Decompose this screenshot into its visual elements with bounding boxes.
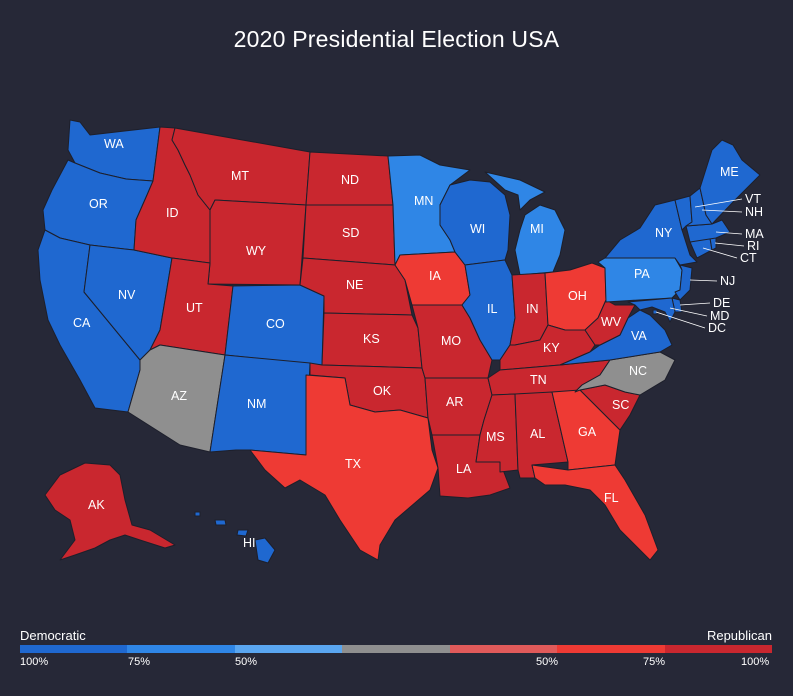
label-ky: KY <box>543 341 560 355</box>
label-id: ID <box>166 206 179 220</box>
label-me: ME <box>720 165 739 179</box>
label-nd: ND <box>341 173 359 187</box>
label-nc: NC <box>629 364 647 378</box>
label-la: LA <box>456 462 472 476</box>
state-md[interactable] <box>627 297 676 323</box>
legend-segment-dem-mid <box>127 645 235 653</box>
label-in: IN <box>526 302 539 316</box>
label-ok: OK <box>373 384 392 398</box>
leader-ma <box>715 231 743 235</box>
label-hi: HI <box>243 536 256 550</box>
leader-nh <box>701 209 743 213</box>
legend-segment-tossup <box>342 645 450 653</box>
leader-ct <box>702 247 738 259</box>
label-ri: RI <box>747 239 760 253</box>
label-tn: TN <box>530 373 547 387</box>
label-or: OR <box>89 197 108 211</box>
label-ga: GA <box>578 425 597 439</box>
label-mn: MN <box>414 194 433 208</box>
state-dc[interactable] <box>652 309 658 315</box>
leader-md <box>669 307 708 317</box>
label-ca: CA <box>73 316 91 330</box>
state-nc[interactable] <box>574 351 676 396</box>
label-ms: MS <box>486 430 505 444</box>
label-de: DE <box>713 296 730 310</box>
state-labels: WA OR CA NV ID MT WY UT AZ CO NM ND SD N… <box>73 137 764 550</box>
legend-segment-dem-light <box>234 645 343 653</box>
leader-vt <box>694 198 743 208</box>
legend-segment-dem-strong <box>20 645 128 653</box>
state-il[interactable] <box>461 259 516 361</box>
legend-tick-dem-75: 75% <box>128 656 151 668</box>
state-wv[interactable] <box>584 299 636 346</box>
legend-segment-rep-mid <box>557 645 665 653</box>
label-va: VA <box>631 329 647 343</box>
label-ks: KS <box>363 332 380 346</box>
legend-tick-rep-100: 100% <box>741 656 770 668</box>
state-mi[interactable] <box>484 171 566 276</box>
label-nm: NM <box>247 397 266 411</box>
legend-democratic-label: Democratic <box>20 628 86 643</box>
legend-color-scale <box>20 645 772 653</box>
label-ct: CT <box>740 251 757 265</box>
label-sc: SC <box>612 398 629 412</box>
state-wy[interactable] <box>207 199 307 286</box>
legend-segment-rep-light <box>449 645 558 653</box>
label-pa: PA <box>634 267 650 281</box>
leader-ri <box>714 242 745 247</box>
label-dc: DC <box>708 321 726 335</box>
legend-tick-rep-50: 50% <box>536 656 559 668</box>
label-md: MD <box>710 309 729 323</box>
label-oh: OH <box>568 289 587 303</box>
label-mt: MT <box>231 169 249 183</box>
label-ar: AR <box>446 395 463 409</box>
label-nv: NV <box>118 288 136 302</box>
legend-tick-rep-75: 75% <box>643 656 666 668</box>
label-wv: WV <box>601 315 622 329</box>
label-wy: WY <box>246 244 267 258</box>
label-ut: UT <box>186 301 203 315</box>
leader-dc <box>655 311 706 329</box>
label-sd: SD <box>342 226 359 240</box>
label-ia: IA <box>429 269 441 283</box>
state-me[interactable] <box>699 139 761 225</box>
label-ak: AK <box>88 498 105 512</box>
label-nj: NJ <box>720 274 735 288</box>
state-fl[interactable] <box>531 464 659 561</box>
legend-tick-dem-100: 100% <box>20 656 49 668</box>
label-wi: WI <box>470 222 485 236</box>
legend-republican-label: Republican <box>706 628 772 643</box>
label-nh: NH <box>745 205 763 219</box>
legend-tick-dem-50: 50% <box>235 656 258 668</box>
label-leader-lines <box>655 198 745 329</box>
state-ak[interactable] <box>44 462 176 561</box>
map-title: 2020 Presidential Election USA <box>233 26 560 52</box>
label-co: CO <box>266 317 285 331</box>
legend-segment-rep-strong <box>664 645 772 653</box>
state-hi[interactable] <box>194 511 276 564</box>
label-mo: MO <box>441 334 461 348</box>
label-fl: FL <box>604 491 619 505</box>
state-tx[interactable] <box>249 374 439 561</box>
label-vt: VT <box>745 192 761 206</box>
label-ma: MA <box>745 227 764 241</box>
label-il: IL <box>487 302 497 316</box>
label-mi: MI <box>530 222 544 236</box>
label-wa: WA <box>104 137 124 151</box>
label-tx: TX <box>345 457 362 471</box>
label-ny: NY <box>655 226 673 240</box>
label-ne: NE <box>346 278 363 292</box>
state-az[interactable] <box>127 344 226 453</box>
leader-nj <box>689 279 718 282</box>
label-al: AL <box>530 427 545 441</box>
label-az: AZ <box>171 389 187 403</box>
leader-de <box>679 302 711 306</box>
state-nj[interactable] <box>674 264 693 301</box>
